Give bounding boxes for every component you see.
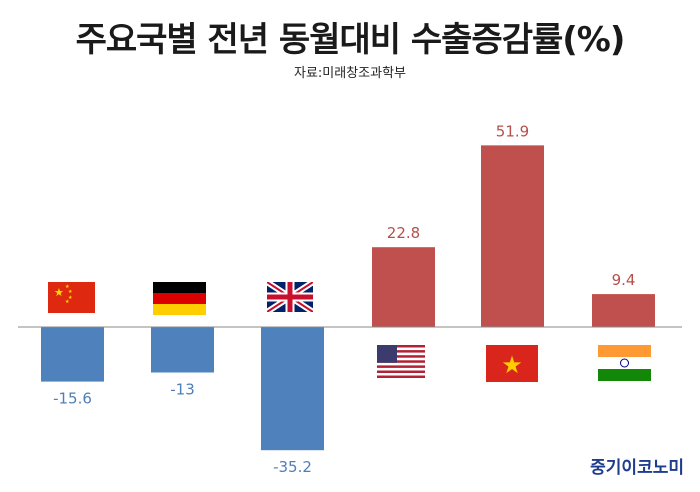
svg-text:★: ★	[65, 284, 70, 290]
bar-vietnam-flag	[481, 145, 544, 327]
bar-uk-flag	[261, 327, 324, 451]
svg-text:★: ★	[65, 299, 70, 305]
value-label-india-flag: 9.4	[612, 271, 636, 289]
svg-text:★: ★	[501, 351, 523, 379]
value-label-vietnam-flag: 51.9	[496, 122, 529, 140]
bar-china-flag	[41, 327, 104, 382]
chart-title: 주요국별 전년 동월대비 수출증감률(%)	[75, 20, 626, 60]
svg-text:★: ★	[54, 286, 64, 299]
uk-flag-icon	[267, 282, 313, 312]
bars-group	[41, 145, 655, 451]
bar-usa-flag	[372, 247, 435, 327]
bar-india-flag	[592, 294, 655, 327]
value-labels-group: -15.6 -13 -35.2 22.8 51.9 9.4	[53, 122, 635, 476]
value-label-uk-flag: -35.2	[273, 458, 312, 476]
value-label-china-flag: -15.6	[53, 390, 92, 408]
svg-text:★: ★	[68, 295, 73, 301]
source-note: 자료:미래창조과학부	[293, 66, 407, 81]
brand-logo: 중기이코노미	[590, 458, 684, 478]
china-flag-icon: ★ ★ ★ ★ ★	[48, 282, 95, 313]
usa-flag-icon	[377, 345, 425, 378]
india-flag-icon	[598, 345, 651, 381]
value-label-germany-flag: -13	[170, 381, 195, 399]
germany-flag-icon	[153, 282, 206, 315]
value-label-usa-flag: 22.8	[387, 224, 420, 242]
svg-text:★: ★	[68, 289, 73, 295]
bar-germany-flag	[151, 327, 214, 373]
vietnam-flag-icon: ★	[486, 345, 538, 382]
